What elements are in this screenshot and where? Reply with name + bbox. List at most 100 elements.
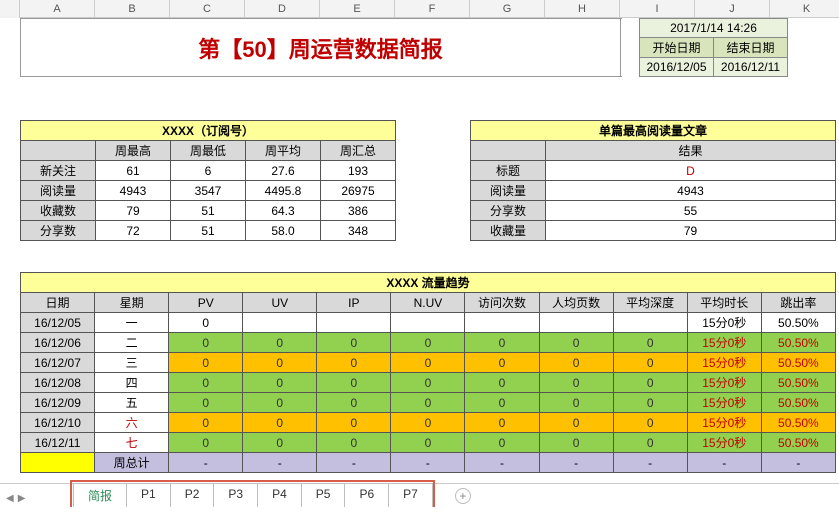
- cell[interactable]: 3547: [171, 181, 246, 201]
- cell[interactable]: 0: [465, 393, 539, 413]
- col-header[interactable]: I: [620, 0, 695, 18]
- cell[interactable]: 15分0秒: [687, 393, 761, 413]
- cell[interactable]: 0: [613, 413, 687, 433]
- cell[interactable]: 50.50%: [761, 313, 835, 333]
- cell[interactable]: 193: [321, 161, 396, 181]
- cell[interactable]: 4943: [546, 181, 836, 201]
- cell[interactable]: 15分0秒: [687, 353, 761, 373]
- select-all-corner[interactable]: [0, 0, 20, 18]
- cell[interactable]: 348: [321, 221, 396, 241]
- cell[interactable]: 55: [546, 201, 836, 221]
- cell[interactable]: 0: [317, 353, 391, 373]
- cell[interactable]: [391, 313, 465, 333]
- cell[interactable]: 0: [169, 413, 243, 433]
- tab-nav-prev-icon[interactable]: ◀: [6, 493, 14, 504]
- cell[interactable]: 0: [317, 393, 391, 413]
- cell[interactable]: 0: [539, 413, 613, 433]
- cell[interactable]: 0: [391, 433, 465, 453]
- cell[interactable]: 0: [391, 353, 465, 373]
- cell[interactable]: 0: [317, 373, 391, 393]
- cell[interactable]: 0: [613, 333, 687, 353]
- cell[interactable]: -: [761, 453, 835, 473]
- cell[interactable]: 50.50%: [761, 393, 835, 413]
- cell[interactable]: -: [613, 453, 687, 473]
- cell[interactable]: 0: [465, 333, 539, 353]
- cell[interactable]: 0: [391, 333, 465, 353]
- cell[interactable]: 61: [96, 161, 171, 181]
- cell[interactable]: [243, 313, 317, 333]
- sheet-tab[interactable]: P1: [126, 483, 171, 508]
- col-header[interactable]: G: [470, 0, 545, 18]
- sheet-tab[interactable]: P4: [257, 483, 302, 508]
- cell[interactable]: -: [539, 453, 613, 473]
- cell[interactable]: 0: [613, 393, 687, 413]
- cell[interactable]: 0: [243, 393, 317, 413]
- cell[interactable]: 0: [169, 313, 243, 333]
- sheet-tab[interactable]: P6: [344, 483, 389, 508]
- cell[interactable]: 15分0秒: [687, 373, 761, 393]
- cell[interactable]: D: [546, 161, 836, 181]
- cell[interactable]: 0: [391, 373, 465, 393]
- cell[interactable]: 0: [539, 353, 613, 373]
- cell[interactable]: 6: [171, 161, 246, 181]
- cell[interactable]: -: [465, 453, 539, 473]
- col-header[interactable]: B: [95, 0, 170, 18]
- cell[interactable]: 26975: [321, 181, 396, 201]
- cell[interactable]: 72: [96, 221, 171, 241]
- col-header[interactable]: A: [20, 0, 95, 18]
- cell[interactable]: [539, 313, 613, 333]
- cell[interactable]: 4943: [96, 181, 171, 201]
- cell[interactable]: 15分0秒: [687, 313, 761, 333]
- sheet-tab[interactable]: P3: [213, 483, 258, 508]
- cell[interactable]: 386: [321, 201, 396, 221]
- sheet-tab[interactable]: 简报: [73, 483, 127, 508]
- cell[interactable]: 0: [169, 433, 243, 453]
- cell[interactable]: 0: [169, 393, 243, 413]
- cell[interactable]: 0: [539, 333, 613, 353]
- cell[interactable]: 58.0: [246, 221, 321, 241]
- cell[interactable]: 0: [465, 373, 539, 393]
- cell[interactable]: 50.50%: [761, 333, 835, 353]
- cell[interactable]: -: [317, 453, 391, 473]
- cell[interactable]: 15分0秒: [687, 413, 761, 433]
- col-header[interactable]: E: [320, 0, 395, 18]
- cell[interactable]: 50.50%: [761, 413, 835, 433]
- sheet-tab[interactable]: P7: [388, 483, 433, 508]
- cell[interactable]: 0: [169, 373, 243, 393]
- cell[interactable]: 0: [317, 413, 391, 433]
- cell[interactable]: 0: [539, 373, 613, 393]
- cell[interactable]: 0: [465, 413, 539, 433]
- col-header[interactable]: J: [695, 0, 770, 18]
- cell[interactable]: 0: [465, 433, 539, 453]
- add-sheet-button[interactable]: +: [455, 488, 471, 504]
- cell[interactable]: 0: [391, 413, 465, 433]
- cell[interactable]: 0: [243, 353, 317, 373]
- cell[interactable]: 50.50%: [761, 433, 835, 453]
- sheet-tab[interactable]: P2: [170, 483, 215, 508]
- cell[interactable]: -: [391, 453, 465, 473]
- cell[interactable]: -: [687, 453, 761, 473]
- col-header[interactable]: H: [545, 0, 620, 18]
- cell[interactable]: [613, 313, 687, 333]
- cell[interactable]: 0: [613, 373, 687, 393]
- col-header[interactable]: C: [170, 0, 245, 18]
- cell[interactable]: 64.3: [246, 201, 321, 221]
- cell[interactable]: 50.50%: [761, 353, 835, 373]
- cell[interactable]: 15分0秒: [687, 433, 761, 453]
- cell[interactable]: 0: [317, 333, 391, 353]
- cell[interactable]: -: [243, 453, 317, 473]
- col-header[interactable]: F: [395, 0, 470, 18]
- tab-nav-next-icon[interactable]: ▶: [18, 493, 26, 504]
- col-header[interactable]: D: [245, 0, 320, 18]
- cell[interactable]: 0: [539, 393, 613, 413]
- cell[interactable]: 0: [243, 433, 317, 453]
- cell[interactable]: 0: [317, 433, 391, 453]
- cell[interactable]: 0: [613, 353, 687, 373]
- cell[interactable]: 0: [243, 333, 317, 353]
- cell[interactable]: 0: [613, 433, 687, 453]
- cell[interactable]: 0: [465, 353, 539, 373]
- sheet-tab[interactable]: P5: [301, 483, 346, 508]
- cell[interactable]: [465, 313, 539, 333]
- cell[interactable]: 0: [243, 373, 317, 393]
- cell[interactable]: 27.6: [246, 161, 321, 181]
